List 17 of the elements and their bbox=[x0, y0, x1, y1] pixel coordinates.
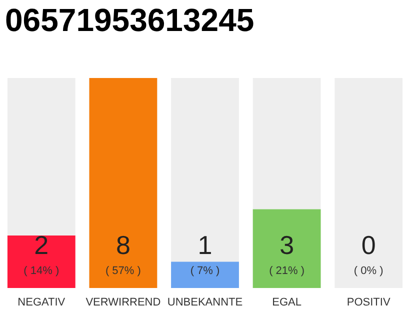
data-label: 3 bbox=[280, 230, 294, 260]
x-tick-label: VERWIRREND bbox=[86, 296, 161, 308]
data-label: 8 bbox=[116, 230, 130, 260]
bar bbox=[171, 262, 239, 288]
annotation: ( 0% ) bbox=[354, 265, 384, 277]
data-label: 0 bbox=[361, 230, 376, 260]
x-tick-label: NEGATIV bbox=[18, 296, 66, 308]
x-tick-label: UNBEKANNTE bbox=[167, 296, 243, 308]
data-label: 2 bbox=[34, 230, 49, 260]
annotation: ( 14% ) bbox=[24, 265, 60, 277]
x-tick-label: POSITIV bbox=[346, 296, 391, 308]
annotation: ( 21% ) bbox=[269, 265, 305, 277]
annotation: ( 57% ) bbox=[105, 265, 141, 277]
x-tick-label: EGAL bbox=[272, 296, 302, 308]
annotation: ( 7% ) bbox=[190, 265, 220, 277]
data-label: 1 bbox=[198, 230, 212, 260]
chart-title: 06571953613245 bbox=[5, 2, 254, 38]
